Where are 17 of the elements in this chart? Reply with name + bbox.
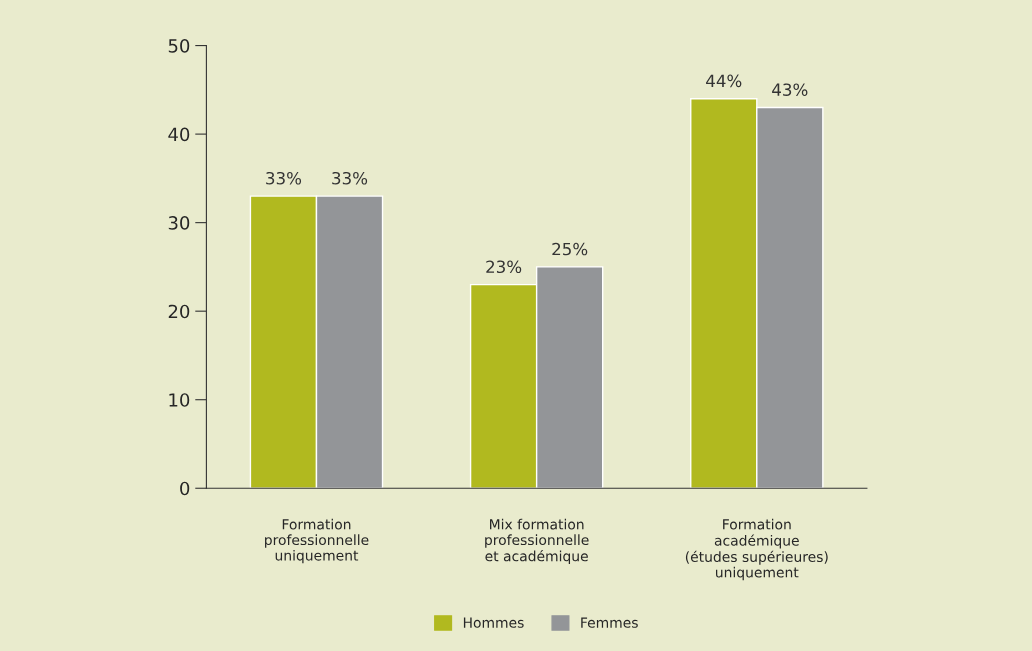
data-label: 43% [772,83,808,96]
y-tick-label: 0 [180,481,190,496]
y-tick-label: 20 [168,304,190,319]
y-tick-label: 50 [168,39,190,53]
x-tick-label: Formation académique (études supérieures) uniquement [685,518,828,581]
y-tick-label: 10 [169,393,190,407]
legend-label: Hommes [463,617,524,628]
y-tick-label: 30 [168,216,190,230]
y-tick-label: 40 [168,127,190,142]
data-label: 25% [552,242,588,256]
data-label: 33% [332,171,368,185]
data-label: 33% [266,171,302,185]
x-tick-label: Formation professionnelle uniquement [265,518,369,564]
x-tick-label: Mix formation professionnelle et académique [485,518,589,565]
legend-label: Femmes [581,617,638,628]
data-label: 23% [486,260,522,274]
data-label: 44% [706,74,742,88]
